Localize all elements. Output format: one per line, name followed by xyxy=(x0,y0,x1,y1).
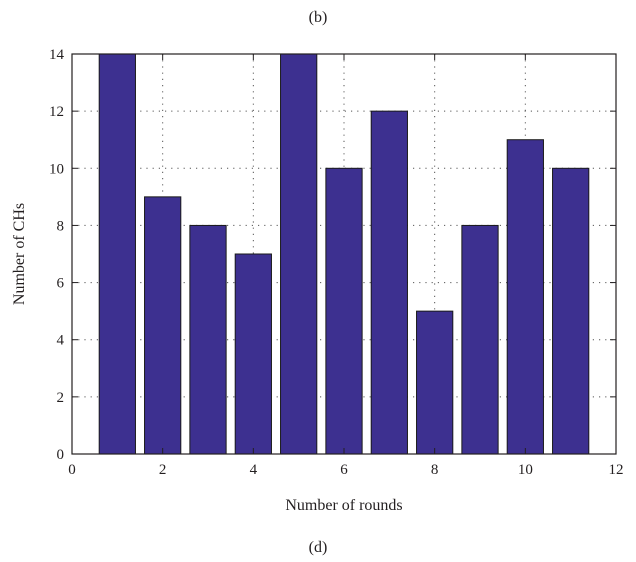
x-tick-label: 4 xyxy=(250,462,258,478)
x-tick-label: 12 xyxy=(609,462,624,478)
y-axis-label: Number of CHs xyxy=(11,203,28,305)
bar xyxy=(416,310,454,455)
bar xyxy=(506,139,544,455)
bar xyxy=(461,224,499,455)
x-axis-label: Number of rounds xyxy=(285,497,402,514)
y-tick-label: 12 xyxy=(49,104,64,120)
x-tick-label: 2 xyxy=(159,462,167,478)
y-tick-label: 14 xyxy=(49,47,65,63)
bars xyxy=(98,53,590,455)
x-tick-label: 10 xyxy=(518,462,533,478)
x-tick-label: 8 xyxy=(431,462,439,478)
bar xyxy=(98,53,136,455)
bar xyxy=(325,167,363,455)
y-tick-label: 10 xyxy=(49,161,64,177)
bar xyxy=(280,53,318,455)
x-tick-label: 6 xyxy=(340,462,348,478)
top-caption: (b) xyxy=(309,9,328,26)
bottom-caption: (d) xyxy=(309,539,328,556)
bar xyxy=(144,196,182,455)
y-tick-label: 6 xyxy=(57,276,65,292)
y-tick-label: 2 xyxy=(57,390,65,406)
bar xyxy=(234,253,272,455)
y-tick-label: 4 xyxy=(57,333,65,349)
bar xyxy=(552,167,590,455)
bar xyxy=(370,110,408,455)
x-tick-label: 0 xyxy=(68,462,76,478)
y-tick-label: 8 xyxy=(57,218,65,234)
bar xyxy=(189,224,227,455)
y-tick-label: 0 xyxy=(57,447,65,463)
axis-ticks: 0 2 4 6 8 10 12 0 2 4 6 8 10 12 14 xyxy=(49,47,624,478)
